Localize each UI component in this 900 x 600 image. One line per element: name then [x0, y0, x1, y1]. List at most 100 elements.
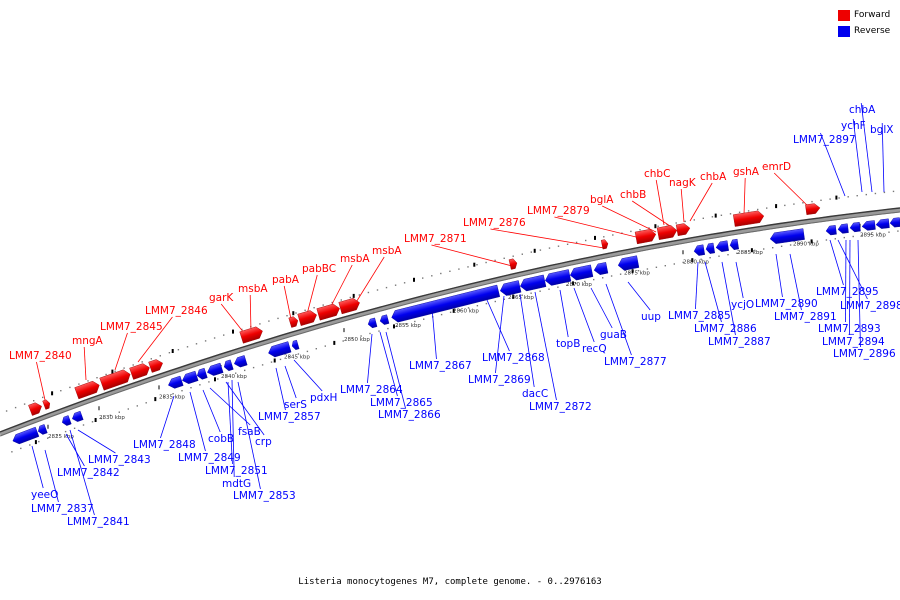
reverse-gene-label: LMM7_2837 [31, 503, 94, 515]
forward-gene-label: msbA [372, 245, 402, 257]
guide-dot [376, 289, 379, 291]
reverse-leader [202, 389, 221, 433]
guide-dot [754, 249, 756, 252]
reverse-leader [775, 253, 783, 298]
guide-dot [793, 203, 795, 205]
reverse-gene-label: recQ [582, 343, 607, 355]
guide-dot [109, 414, 112, 416]
forward-leader [137, 316, 173, 363]
guide-dot [213, 337, 216, 339]
track-marker [512, 294, 515, 299]
reverse-leader [189, 391, 206, 452]
reverse-leader [559, 289, 569, 338]
guide-dot [87, 380, 89, 382]
reverse-gene [875, 218, 890, 229]
guide-dot [252, 366, 255, 369]
reverse-leader [367, 333, 373, 384]
guide-dot [315, 348, 317, 350]
guide-dot [602, 277, 604, 279]
guide-dot [548, 288, 550, 290]
guide-dot [888, 231, 890, 233]
guide-dot [843, 236, 845, 239]
guide-dot [181, 390, 183, 392]
reverse-leader [69, 429, 95, 516]
reverse-gene-label: ychF [841, 120, 866, 132]
forward-gene [508, 258, 518, 270]
guide-dot [673, 263, 675, 265]
guide-dot [503, 298, 505, 300]
reverse-gene-label: LMM7_2886 [694, 323, 757, 335]
reverse-gene-label: LMM7_2898 [840, 300, 900, 312]
guide-dot [666, 224, 668, 226]
reverse-gene [268, 341, 292, 358]
backbone-band [0, 207, 900, 437]
guide-dot [100, 417, 103, 420]
guide-dot [585, 239, 587, 242]
reverse-gene-label: uup [641, 311, 661, 323]
reverse-leader [829, 239, 844, 286]
guide-dot [476, 264, 478, 266]
reverse-gene-label: LMM7_2894 [822, 336, 885, 348]
forward-gene [600, 239, 609, 250]
reverse-leader [627, 281, 651, 311]
guide-dot [718, 255, 720, 257]
guide-dot [682, 261, 684, 264]
guide-dot [127, 408, 129, 410]
scale-label: 2870 kbp [566, 282, 592, 288]
forward-gene [675, 223, 691, 236]
forward-gene-label: LMM7_2840 [9, 350, 72, 362]
guide-dot [566, 243, 569, 245]
forward-gene-label: mngA [72, 335, 104, 347]
forward-gene-label: bglA [590, 194, 614, 206]
guide-dot [557, 286, 559, 288]
forward-gene-label: LMM7_2871 [404, 233, 467, 245]
scale-label: 2880 kbp [683, 259, 709, 265]
guide-dot [757, 208, 759, 211]
track-marker [413, 277, 415, 282]
guide-dot [105, 373, 107, 376]
forward-gene-label: LMM7_2845 [100, 321, 163, 333]
reverse-leader [845, 239, 847, 323]
guide-dot [802, 202, 804, 204]
reverse-gene [715, 240, 729, 252]
guide-dot [5, 410, 8, 412]
reverse-gene-label: LMM7_2857 [258, 411, 321, 423]
track-marker [352, 293, 355, 298]
forward-leader [114, 332, 128, 371]
scale-label: 2845 kbp [284, 355, 310, 361]
guide-dot [64, 430, 67, 433]
forward-leader [431, 244, 513, 267]
reverse-gene [849, 221, 861, 233]
reverse-gene [545, 269, 572, 286]
reverse-gene [520, 274, 547, 292]
reverse-gene [569, 264, 594, 281]
track-marker [835, 195, 838, 200]
reverse-leader [293, 359, 323, 392]
track-marker [810, 239, 813, 244]
guide-dot [584, 280, 586, 283]
guide-dot [47, 437, 49, 439]
guide-dot [521, 294, 523, 296]
guide-dot [297, 353, 300, 355]
scale-label: 2835 kbp [159, 394, 185, 400]
guide-dot [396, 325, 398, 327]
guide-dot [892, 190, 895, 193]
genome-backbone [0, 207, 900, 437]
guide-dot [485, 302, 488, 305]
reverse-gene [367, 317, 378, 329]
forward-gene-label: LMM7_2876 [463, 217, 526, 229]
reverse-gene [168, 375, 184, 389]
track-marker [333, 340, 336, 345]
scale-label: 2885 kbp [737, 250, 763, 256]
forward-leader [83, 346, 87, 381]
guide-dot [190, 387, 192, 389]
guide-dot [295, 312, 297, 314]
reverse-leader [486, 299, 510, 352]
guide-dot [834, 238, 836, 240]
reverse-leader [820, 132, 846, 197]
scale-label: 2890 kbp [793, 242, 819, 248]
guide-dot [42, 396, 44, 399]
guide-dot [684, 220, 686, 223]
guide-dot [861, 234, 863, 237]
